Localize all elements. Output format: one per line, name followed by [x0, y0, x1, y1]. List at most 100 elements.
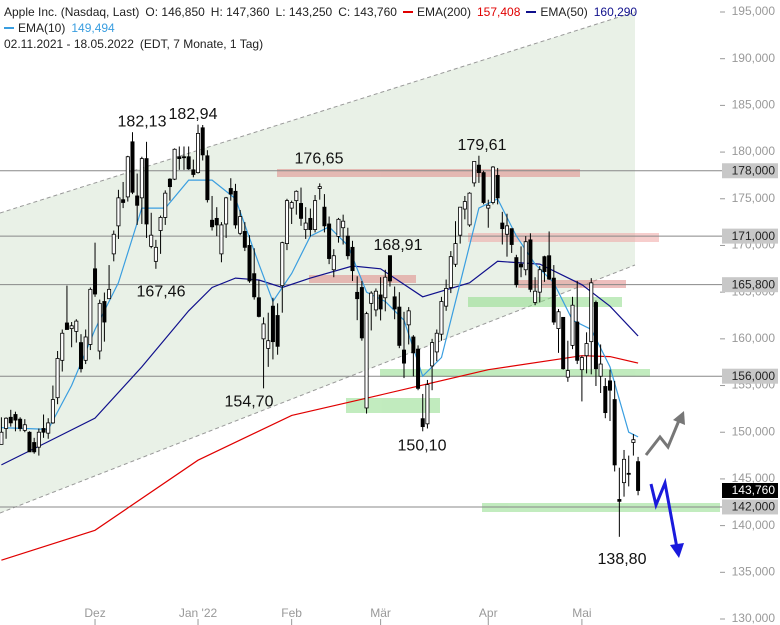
candle-body — [64, 322, 69, 330]
candle-body — [8, 416, 13, 424]
candle-body — [355, 291, 360, 300]
candle-body — [425, 384, 430, 425]
candle-body — [299, 203, 304, 219]
candle-body — [500, 222, 505, 230]
legend-value: 157,408 — [476, 5, 521, 19]
level-box — [722, 277, 778, 293]
candle-body — [22, 424, 27, 431]
candle-body — [331, 255, 336, 271]
candle-body — [284, 200, 289, 244]
price-box — [722, 483, 778, 499]
y-tick-label: 185,000 — [732, 98, 776, 112]
candle-body — [289, 202, 294, 209]
info: (EDT, 7 Monate, 1 Tag) — [139, 37, 264, 51]
candle-body — [570, 304, 575, 346]
candle-body — [149, 234, 154, 247]
ohlc: O: 146,850 — [145, 5, 205, 19]
candle-body — [579, 357, 584, 371]
candle-body — [341, 220, 346, 229]
down-arrow — [649, 477, 679, 549]
legend-value: 160,290 — [593, 5, 638, 19]
candle-body — [378, 294, 383, 310]
candle-body — [322, 206, 327, 227]
candle-body — [444, 288, 449, 307]
y-tick-label: 190,000 — [732, 51, 776, 65]
legend-row: 02.11.2021 - 18.05.2022 (EDT, 7 Monate, … — [4, 36, 643, 52]
support-zone — [380, 369, 650, 377]
resistance-zone — [309, 275, 416, 283]
candle-body — [612, 399, 617, 466]
candle-body — [308, 217, 313, 230]
candle-body — [537, 269, 542, 293]
candle-body — [275, 315, 280, 347]
y-tick-label: 175,000 — [732, 191, 776, 205]
candle-body — [476, 164, 481, 174]
y-tick-label: 130,000 — [732, 611, 776, 625]
candle-body — [294, 190, 299, 202]
candle-body — [439, 301, 444, 335]
level-box — [722, 228, 778, 244]
legend-swatch — [526, 11, 537, 13]
ohlc: H: 147,360 — [210, 5, 270, 19]
legend-value: 149,494 — [71, 21, 115, 35]
candle-body — [60, 332, 65, 361]
down-arrowhead — [670, 543, 684, 558]
candle-body — [486, 204, 491, 209]
annotation: 176,65 — [295, 151, 344, 168]
candle-body — [116, 197, 121, 227]
annotation: 150,10 — [398, 438, 447, 455]
candle-body — [622, 458, 627, 484]
candle-body — [88, 288, 93, 345]
annotation: 138,80 — [598, 551, 647, 568]
annotation: 154,70 — [225, 394, 274, 411]
candle-body — [514, 257, 519, 286]
candle-body — [490, 166, 495, 203]
candle-body — [144, 158, 149, 225]
candle-body — [519, 263, 524, 268]
candle-body — [0, 431, 4, 445]
up-arrow — [644, 417, 682, 456]
candle-body — [205, 155, 210, 201]
ohlc: L: 143,250 — [275, 5, 333, 19]
x-tick-label: Jan '22 — [179, 606, 218, 620]
resistance-zone — [468, 233, 659, 242]
level-label: 156,000 — [732, 369, 776, 383]
resistance-zone — [277, 169, 580, 177]
y-tick-label: 150,000 — [732, 424, 776, 438]
candle-body — [93, 268, 98, 295]
x-tick-label: Dez — [84, 606, 105, 620]
resistance-zone — [518, 280, 626, 288]
candle-body — [242, 231, 247, 248]
candle-body — [551, 277, 556, 323]
candle-body — [256, 297, 261, 317]
candle-body — [252, 273, 257, 298]
candle-body — [172, 148, 177, 180]
candle-body — [266, 340, 271, 349]
candle-body — [593, 302, 598, 370]
candle-body — [83, 336, 88, 361]
candle-body — [533, 290, 538, 303]
candle-body — [177, 156, 182, 160]
legend-row: EMA(10) 149,494 — [4, 20, 643, 36]
candle-body — [327, 223, 332, 259]
candle-body — [41, 428, 46, 433]
candle-body — [163, 192, 168, 218]
candle-body — [336, 218, 341, 237]
trend-channel — [0, 12, 635, 513]
candle-body — [430, 342, 435, 367]
candle-body — [472, 161, 477, 184]
legend-label: EMA(200) — [416, 5, 471, 19]
candle-body — [153, 246, 158, 262]
candle-body — [448, 256, 453, 288]
candle-body — [181, 156, 186, 159]
level-label: 171,000 — [732, 229, 776, 243]
candle-body — [575, 321, 580, 361]
candle-body — [74, 320, 79, 332]
y-tick-label: 195,000 — [732, 4, 776, 18]
candle-body — [528, 239, 533, 290]
chart-title: Apple Inc. (Nasdaq, Last) — [4, 5, 140, 19]
candle-body — [350, 246, 355, 272]
candle-body — [631, 439, 636, 443]
candle-body — [636, 461, 641, 491]
candle-body — [191, 169, 196, 175]
